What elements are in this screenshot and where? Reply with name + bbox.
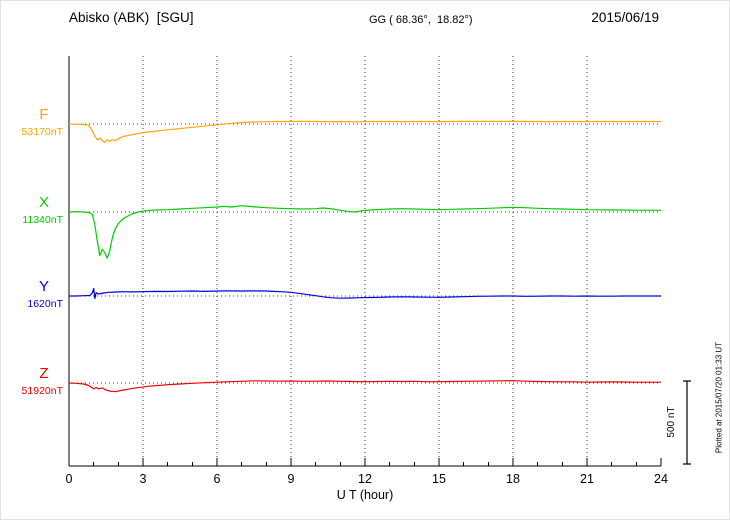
x-tick-label: 21 bbox=[580, 472, 594, 486]
plotted-at-note: Plotted at 2015/07/20 01:33 UT bbox=[714, 341, 724, 454]
trace-X bbox=[68, 205, 661, 259]
x-tick-label: 3 bbox=[140, 472, 147, 486]
scale-bar-label: 500 nT bbox=[666, 406, 677, 438]
trace-Y bbox=[69, 287, 661, 300]
series-letter-F: F bbox=[39, 106, 49, 123]
series-baseline-value-Y: 1620nT bbox=[27, 298, 63, 310]
plot-date: 2015/06/19 bbox=[591, 10, 659, 25]
series-baseline-value-Z: 51920nT bbox=[21, 385, 63, 397]
x-tick-label: 0 bbox=[66, 472, 73, 486]
geo-coords: GG ( 68.36°, 18.82°) bbox=[369, 14, 473, 26]
series-letter-Y: Y bbox=[38, 278, 49, 295]
x-tick-label: 6 bbox=[214, 472, 221, 486]
station-title: Abisko (ABK) [SGU] bbox=[69, 10, 194, 25]
series-letter-Z: Z bbox=[39, 365, 49, 382]
trace-F bbox=[68, 120, 661, 144]
series-baseline-value-X: 11340nT bbox=[22, 214, 63, 226]
series-letter-X: X bbox=[38, 194, 49, 211]
x-tick-label: 18 bbox=[506, 472, 520, 486]
x-axis-label: U T (hour) bbox=[336, 488, 394, 502]
x-tick-label: 12 bbox=[358, 472, 372, 486]
series-baseline-value-F: 53170nT bbox=[21, 126, 63, 138]
x-tick-label: 9 bbox=[288, 472, 295, 486]
x-tick-label: 24 bbox=[654, 472, 668, 486]
trace-Z bbox=[68, 380, 661, 393]
x-tick-label: 15 bbox=[432, 472, 446, 486]
